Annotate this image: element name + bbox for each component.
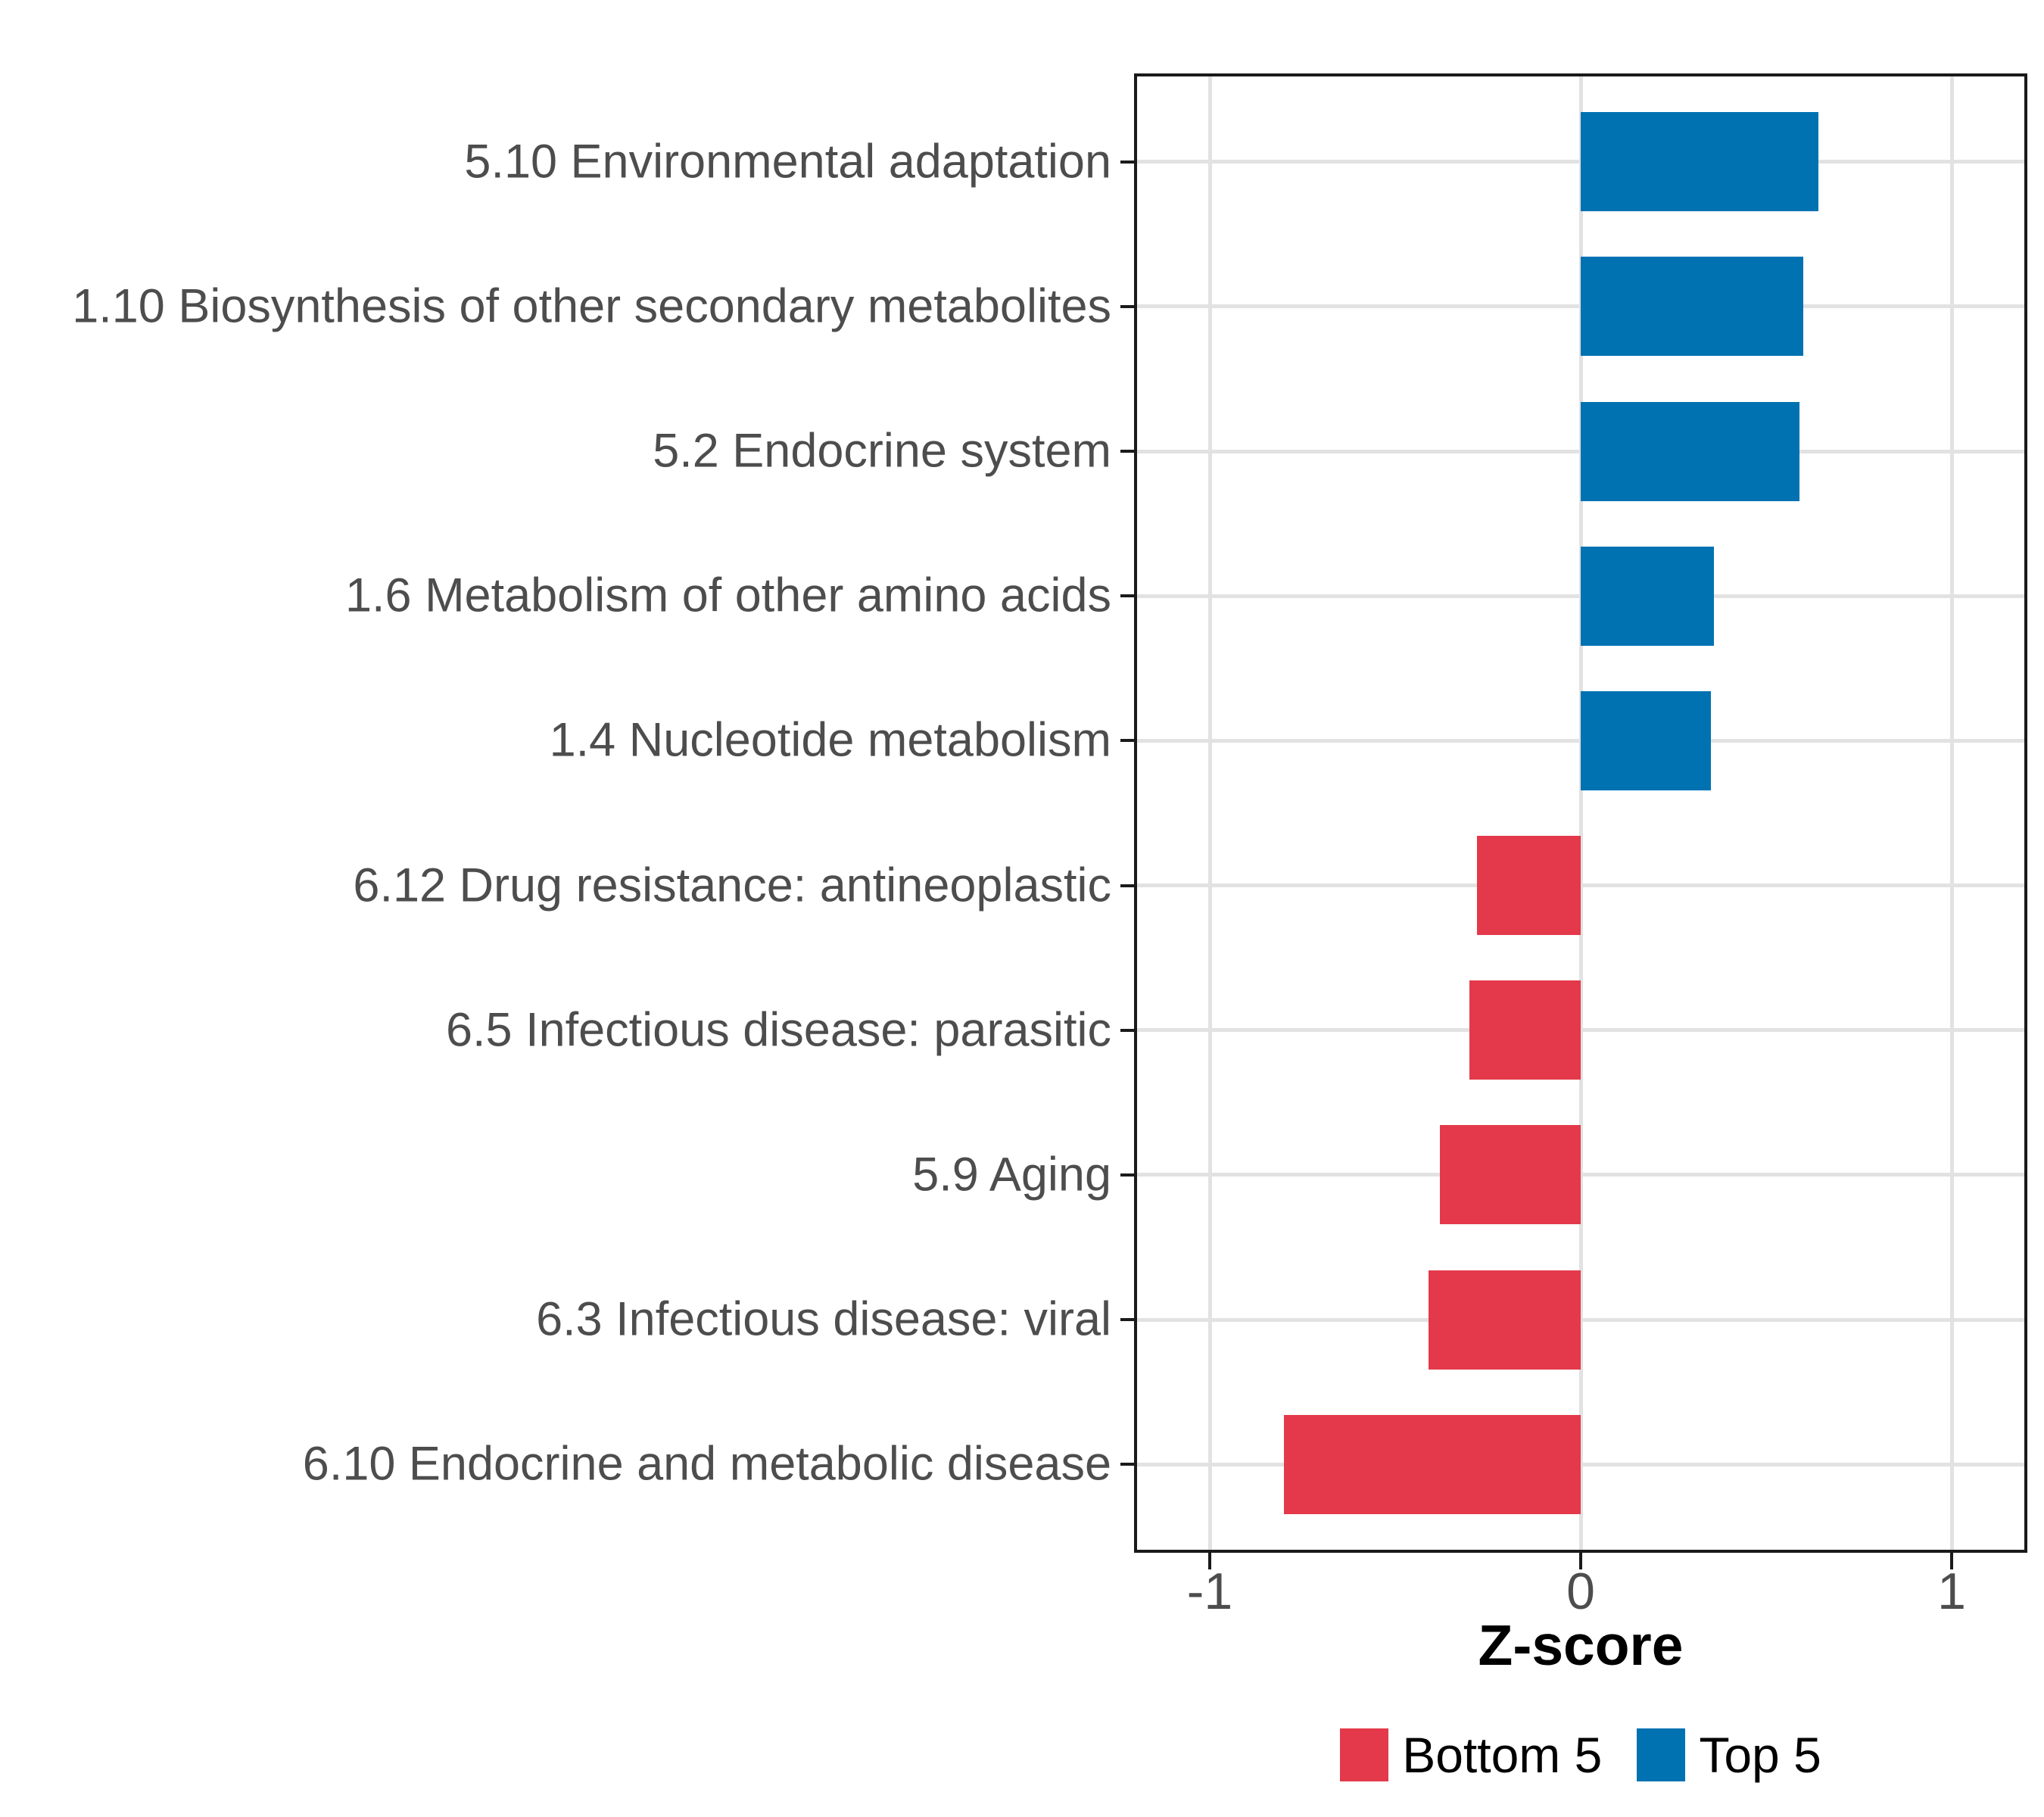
- bar-positive: [1581, 112, 1818, 212]
- y-axis-label: 5.2 Endocrine system: [653, 424, 1111, 478]
- y-axis-label: 6.3 Infectious disease: viral: [536, 1292, 1111, 1346]
- plot-panel: [1136, 75, 2026, 1551]
- y-axis-tick: [1120, 1028, 1136, 1032]
- bar-negative: [1429, 1270, 1581, 1370]
- x-axis-tick: [1579, 1553, 1582, 1569]
- legend-key-bottom5: [1340, 1728, 1389, 1781]
- y-axis-tick: [1120, 450, 1136, 453]
- legend: Bottom 5 Top 5: [1136, 1728, 2026, 1781]
- gridline-vertical: [1949, 75, 1954, 1551]
- bar-positive: [1581, 257, 1803, 357]
- x-axis-tick: [1208, 1553, 1211, 1569]
- legend-label-bottom5: Bottom 5: [1402, 1727, 1603, 1783]
- legend-key-top5: [1637, 1728, 1686, 1781]
- bar-positive: [1581, 401, 1800, 501]
- y-axis-label: 6.12 Drug resistance: antineoplastic: [353, 859, 1111, 912]
- legend-item-top5: Top 5: [1637, 1728, 1821, 1781]
- x-axis-tick-label: -1: [1186, 1563, 1233, 1620]
- y-axis-tick: [1120, 739, 1136, 743]
- legend-item-bottom5: Bottom 5: [1340, 1728, 1602, 1781]
- x-axis-title: Z-score: [1478, 1613, 1684, 1677]
- y-axis-label: 5.10 Environmental adaptation: [464, 135, 1111, 189]
- bar-negative: [1476, 836, 1581, 936]
- x-axis-tick: [1950, 1553, 1953, 1569]
- bar-negative: [1439, 1125, 1581, 1225]
- y-axis-tick: [1120, 1463, 1136, 1466]
- y-axis-label: 6.10 Endocrine and metabolic disease: [302, 1437, 1111, 1491]
- gridline-vertical: [1207, 75, 1212, 1551]
- y-axis-tick: [1120, 594, 1136, 598]
- y-axis-tick: [1120, 1318, 1136, 1322]
- bars-layer: [1136, 75, 2026, 1551]
- bar-negative: [1469, 980, 1581, 1080]
- legend-label-top5: Top 5: [1699, 1727, 1821, 1783]
- x-axis-tick-label: 0: [1566, 1563, 1595, 1620]
- y-axis-label: 6.5 Infectious disease: parasitic: [446, 1003, 1111, 1057]
- y-axis-label: 1.4 Nucleotide metabolism: [549, 713, 1111, 767]
- bar-positive: [1581, 546, 1715, 646]
- y-axis-tick: [1120, 160, 1136, 164]
- y-axis-label: 1.6 Metabolism of other amino acids: [345, 569, 1111, 622]
- y-axis-tick: [1120, 1173, 1136, 1177]
- y-axis-tick: [1120, 884, 1136, 887]
- x-axis-tick-label: 1: [1937, 1563, 1966, 1620]
- bar-positive: [1581, 690, 1711, 790]
- gridline-vertical: [1578, 75, 1583, 1551]
- y-axis-label: 5.9 Aging: [912, 1148, 1111, 1201]
- bar-negative: [1284, 1414, 1581, 1514]
- y-axis-label: 1.10 Biosynthesis of other secondary met…: [72, 279, 1111, 333]
- y-axis-tick: [1120, 304, 1136, 308]
